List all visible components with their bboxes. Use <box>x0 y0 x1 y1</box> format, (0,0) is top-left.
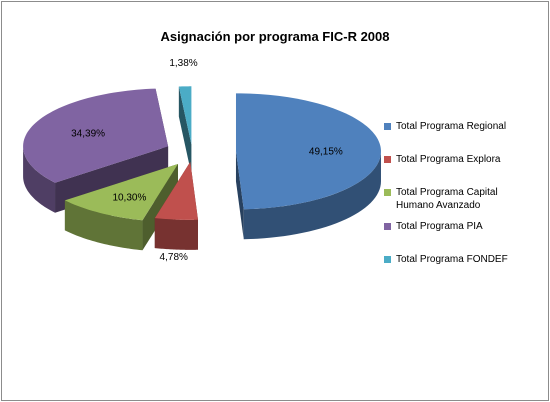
data-label: 1,38% <box>169 58 197 69</box>
legend-swatch <box>384 223 391 230</box>
legend-item: Total Programa Regional <box>384 120 534 133</box>
data-label: 4,78% <box>160 252 188 263</box>
pie-slice <box>64 164 178 251</box>
legend-swatch <box>384 256 391 263</box>
pie-slice <box>178 86 192 175</box>
pie-slice <box>235 93 381 240</box>
legend-item: Total Programa Capital Humano Avanzado <box>384 186 534 212</box>
legend-item: Total Programa Explora <box>384 153 534 166</box>
legend: Total Programa Regional Total Programa E… <box>384 120 534 286</box>
legend-label: Total Programa Capital Humano Avanzado <box>396 187 498 211</box>
legend-item: Total Programa PIA <box>384 220 534 233</box>
legend-item: Total Programa FONDEF <box>384 253 534 266</box>
legend-swatch <box>384 156 391 163</box>
data-label: 34,39% <box>71 129 105 140</box>
legend-label: Total Programa Explora <box>396 154 501 165</box>
legend-label: Total Programa Regional <box>396 121 507 132</box>
legend-swatch <box>384 123 391 130</box>
chart-title: Asignación por programa FIC-R 2008 <box>160 29 390 44</box>
data-label: 10,30% <box>112 192 146 203</box>
legend-swatch <box>384 189 391 196</box>
legend-label: Total Programa PIA <box>396 221 483 232</box>
data-label: 49,15% <box>309 146 343 157</box>
legend-label: Total Programa FONDEF <box>396 254 508 265</box>
pie-slice <box>154 161 199 250</box>
